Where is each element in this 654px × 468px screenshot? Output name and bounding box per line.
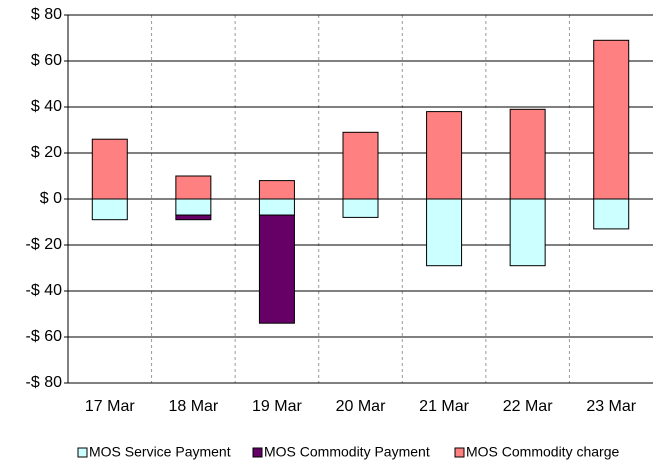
legend-label: MOS Commodity Payment bbox=[264, 444, 430, 460]
y-tick-label: $ 20 bbox=[31, 144, 62, 161]
legend-swatch bbox=[454, 447, 465, 458]
legend-swatch bbox=[252, 447, 263, 458]
bar bbox=[175, 175, 212, 200]
bar bbox=[509, 108, 546, 200]
y-tick-label: -$ 60 bbox=[26, 328, 63, 345]
y-tick-label: $ 0 bbox=[40, 190, 62, 207]
legend-swatch bbox=[77, 447, 88, 458]
y-tick-label: $ 40 bbox=[31, 98, 62, 115]
bar bbox=[258, 214, 295, 324]
y-tick-label: -$ 80 bbox=[26, 374, 63, 391]
x-tick-label: 23 Mar bbox=[586, 398, 636, 415]
x-tick-label: 21 Mar bbox=[419, 398, 469, 415]
bar bbox=[91, 138, 128, 200]
bar bbox=[593, 39, 630, 200]
bar bbox=[426, 198, 463, 267]
legend-label: MOS Service Payment bbox=[89, 444, 231, 460]
bar bbox=[593, 198, 630, 230]
x-tick-label: 19 Mar bbox=[252, 398, 302, 415]
legend-label: MOS Commodity charge bbox=[466, 444, 619, 460]
bar bbox=[175, 198, 212, 216]
x-tick-label: 20 Mar bbox=[336, 398, 386, 415]
x-tick-label: 17 Mar bbox=[85, 398, 135, 415]
x-tick-label: 18 Mar bbox=[168, 398, 218, 415]
bar bbox=[258, 198, 295, 216]
y-tick-label: -$ 20 bbox=[26, 236, 63, 253]
bar bbox=[509, 198, 546, 267]
y-tick-label: $ 80 bbox=[31, 6, 62, 23]
y-tick-label: -$ 40 bbox=[26, 282, 63, 299]
x-tick-label: 22 Mar bbox=[503, 398, 553, 415]
bar bbox=[426, 111, 463, 200]
bar bbox=[91, 198, 128, 221]
bar bbox=[175, 214, 212, 221]
y-tick-label: $ 60 bbox=[31, 52, 62, 69]
bar bbox=[258, 180, 295, 200]
bar bbox=[342, 198, 379, 218]
bar bbox=[342, 131, 379, 200]
